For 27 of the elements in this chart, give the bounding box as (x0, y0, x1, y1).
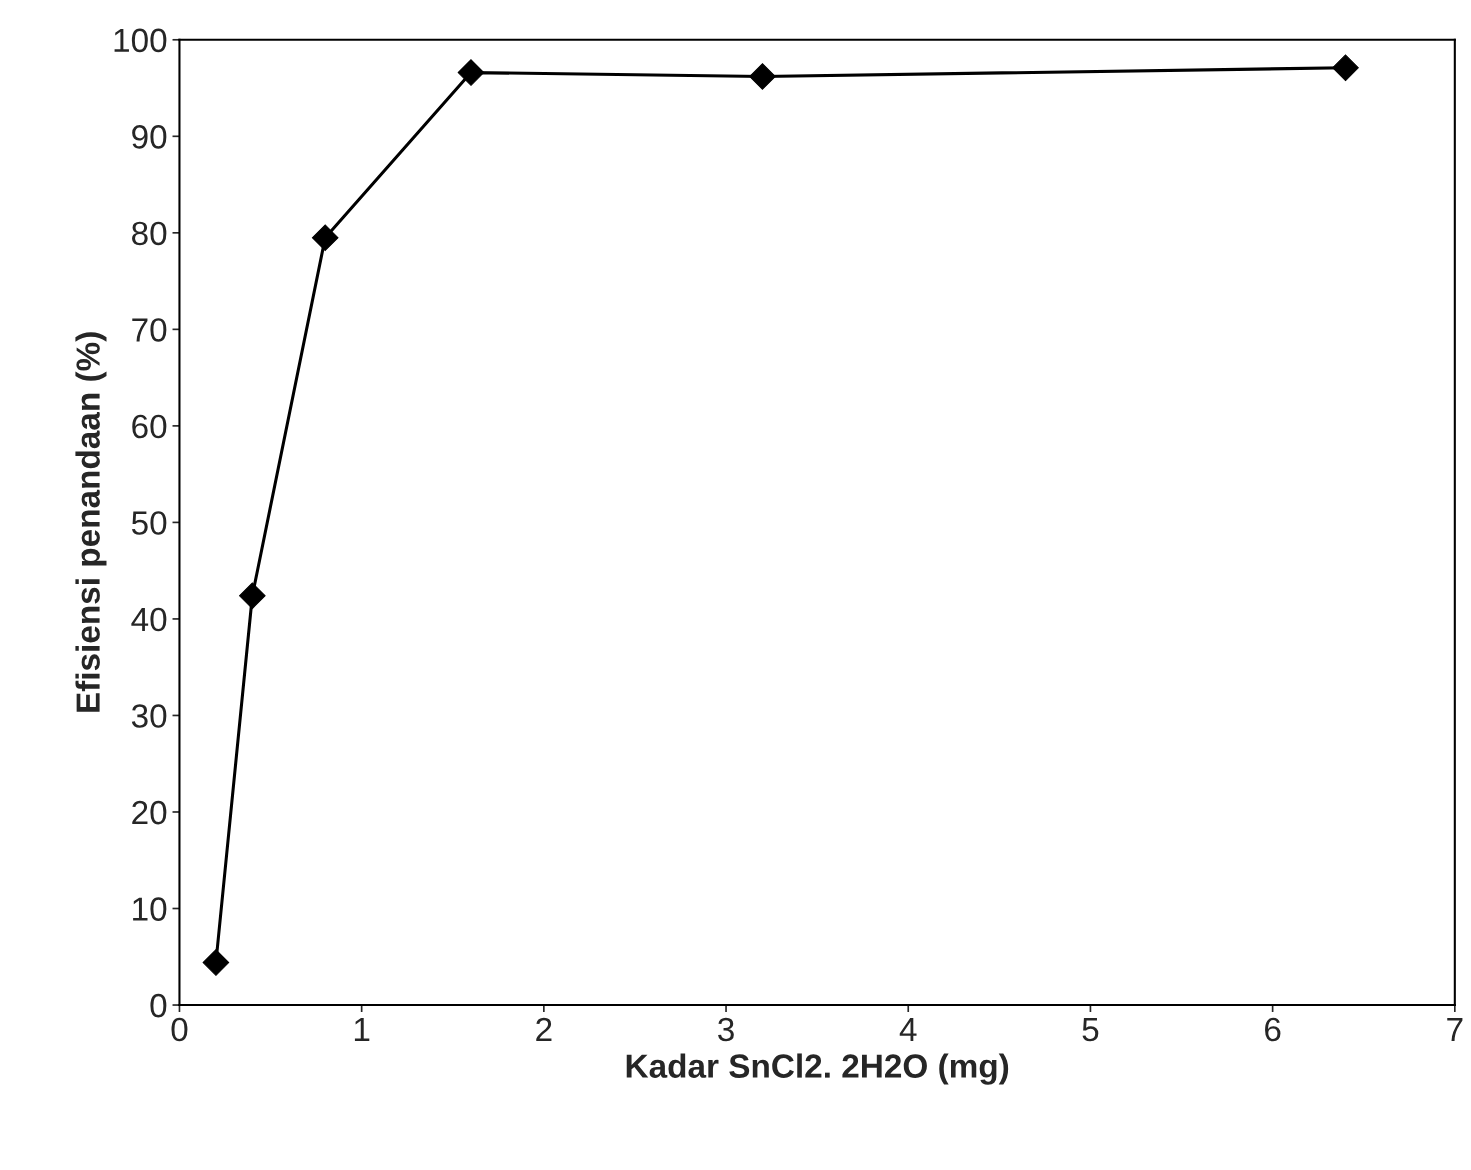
point (457, 59, 485, 86)
x-axis-title: Kadar SnCl2. 2H2O (mg) (626, 1053, 1009, 1085)
point (311, 224, 339, 251)
y-tick-label: 50 (131, 511, 167, 535)
y-axis-title: Efisiensi penandaan (%) (75, 332, 107, 712)
x-tick-label: 6 (1265, 1017, 1281, 1042)
y-tick-label: 60 (132, 414, 167, 439)
y-tick-label: 70 (132, 318, 167, 342)
y-tick-label: 100 (114, 28, 167, 53)
x-tick-label: 5 (1082, 1018, 1099, 1042)
point (202, 949, 230, 976)
y-tick-label: 80 (132, 221, 167, 246)
y-tick-label: 90 (132, 125, 167, 149)
x-tick-label: 4 (899, 1018, 917, 1041)
point (1332, 54, 1359, 82)
x-tick-label: 1 (354, 1018, 370, 1041)
point (239, 582, 266, 610)
x-tick-label: 7 (1447, 1018, 1463, 1041)
y-tick-label: 20 (132, 800, 167, 825)
y-tick-label: 10 (133, 897, 167, 921)
y-tick-label: 30 (131, 704, 167, 728)
y-tick-label: 0 (150, 993, 167, 1018)
x-tick-label: 0 (171, 1017, 188, 1042)
y-tick-label: 40 (131, 607, 167, 632)
point (749, 63, 776, 90)
x-tick-label: 2 (536, 1017, 552, 1041)
x-tick-label: 3 (718, 1017, 734, 1042)
